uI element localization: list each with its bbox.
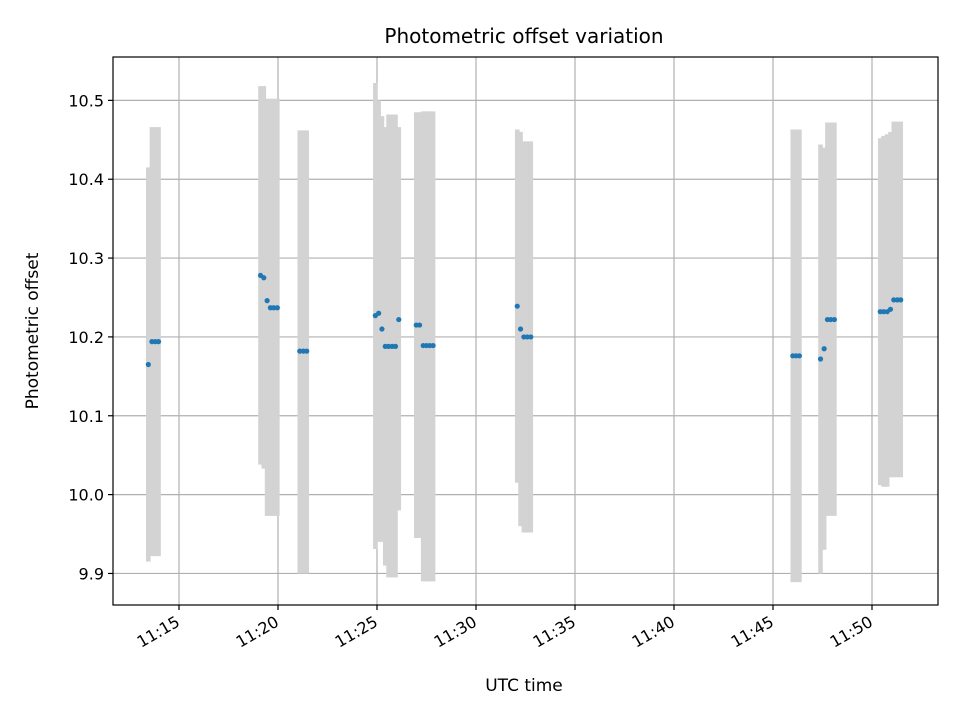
data-point [264, 298, 270, 304]
x-tick-label: 11:35 [530, 612, 579, 652]
data-point [514, 303, 520, 309]
y-tick-label: 10.1 [68, 407, 104, 426]
data-point [274, 305, 280, 311]
data-point [430, 342, 436, 349]
data-point [271, 305, 277, 311]
x-tick-label: 11:30 [431, 612, 480, 652]
data-point [385, 343, 392, 349]
data-point [297, 348, 303, 354]
x-tick-label: 11:40 [629, 612, 678, 652]
data-point [796, 353, 803, 359]
plot-frame [112, 56, 939, 606]
y-tick-label: 10.3 [68, 249, 104, 268]
x-tick-label: 11:20 [233, 612, 282, 652]
data-point [145, 361, 151, 368]
y-tick-label: 10.5 [68, 91, 104, 110]
data-point [898, 297, 904, 303]
data-point [379, 326, 385, 332]
data-point [392, 343, 399, 349]
chart-title: Photometric offset variation [384, 24, 663, 48]
y-tick-label: 10.2 [68, 328, 104, 347]
y-tick-label: 10.4 [68, 170, 104, 189]
x-tick-label: 11:25 [332, 612, 381, 652]
x-axis-label: UTC time [485, 676, 563, 696]
data-point [304, 348, 310, 354]
x-tick-label: 11:15 [134, 612, 183, 652]
y-axis-ticks: 9.9 10.0 10.1 10.2 10.3 10.4 10.5 [68, 91, 113, 583]
data-point [517, 326, 524, 332]
data-point [416, 322, 423, 328]
data-point [261, 275, 267, 281]
data-point [887, 306, 894, 312]
data-point [376, 310, 382, 316]
data-point [821, 346, 827, 352]
data-point [880, 309, 887, 315]
data-point [831, 316, 837, 323]
data-point [828, 316, 834, 323]
data-point [155, 339, 162, 345]
data-point [396, 316, 402, 323]
x-tick-label: 11:50 [827, 612, 876, 652]
data-points [145, 272, 904, 368]
data-point [528, 334, 534, 340]
data-point [817, 356, 824, 362]
y-axis-label: Photometric offset [23, 252, 43, 409]
x-axis-ticks: 11:15 11:20 11:25 11:30 11:35 11:40 11:45 11:50 [134, 605, 876, 652]
y-tick-label: 10.0 [68, 486, 104, 505]
data-point [891, 297, 897, 303]
data-point [524, 334, 530, 340]
error-bars [146, 83, 904, 583]
y-tick-label: 9.9 [79, 564, 104, 583]
x-tick-label: 11:45 [728, 612, 777, 652]
